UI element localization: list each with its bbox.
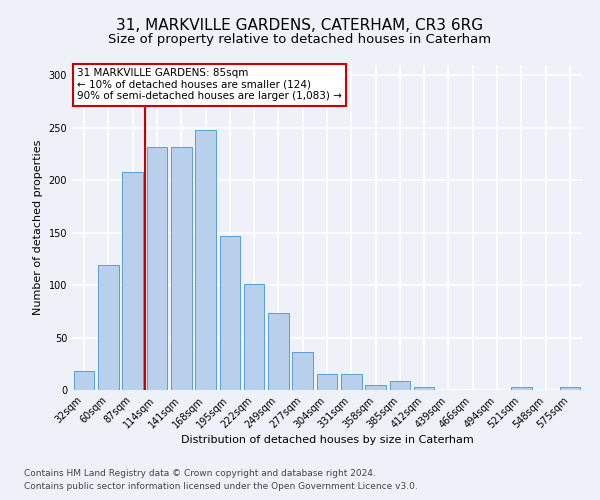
Bar bbox=[341, 374, 362, 390]
Bar bbox=[146, 147, 167, 390]
Bar bbox=[74, 371, 94, 390]
Bar bbox=[195, 130, 216, 390]
Bar bbox=[365, 385, 386, 390]
Bar bbox=[244, 284, 265, 390]
Text: Contains HM Land Registry data © Crown copyright and database right 2024.: Contains HM Land Registry data © Crown c… bbox=[24, 468, 376, 477]
Text: Contains public sector information licensed under the Open Government Licence v3: Contains public sector information licen… bbox=[24, 482, 418, 491]
Bar bbox=[511, 387, 532, 390]
Text: 31, MARKVILLE GARDENS, CATERHAM, CR3 6RG: 31, MARKVILLE GARDENS, CATERHAM, CR3 6RG bbox=[116, 18, 484, 32]
Bar bbox=[268, 314, 289, 390]
Bar bbox=[560, 387, 580, 390]
X-axis label: Distribution of detached houses by size in Caterham: Distribution of detached houses by size … bbox=[181, 436, 473, 446]
Bar bbox=[98, 265, 119, 390]
Text: 31 MARKVILLE GARDENS: 85sqm
← 10% of detached houses are smaller (124)
90% of se: 31 MARKVILLE GARDENS: 85sqm ← 10% of det… bbox=[77, 68, 342, 102]
Text: Size of property relative to detached houses in Caterham: Size of property relative to detached ho… bbox=[109, 32, 491, 46]
Bar bbox=[122, 172, 143, 390]
Bar bbox=[389, 380, 410, 390]
Bar bbox=[414, 387, 434, 390]
Bar bbox=[317, 374, 337, 390]
Bar bbox=[292, 352, 313, 390]
Bar bbox=[220, 236, 240, 390]
Y-axis label: Number of detached properties: Number of detached properties bbox=[33, 140, 43, 315]
Bar bbox=[171, 147, 191, 390]
